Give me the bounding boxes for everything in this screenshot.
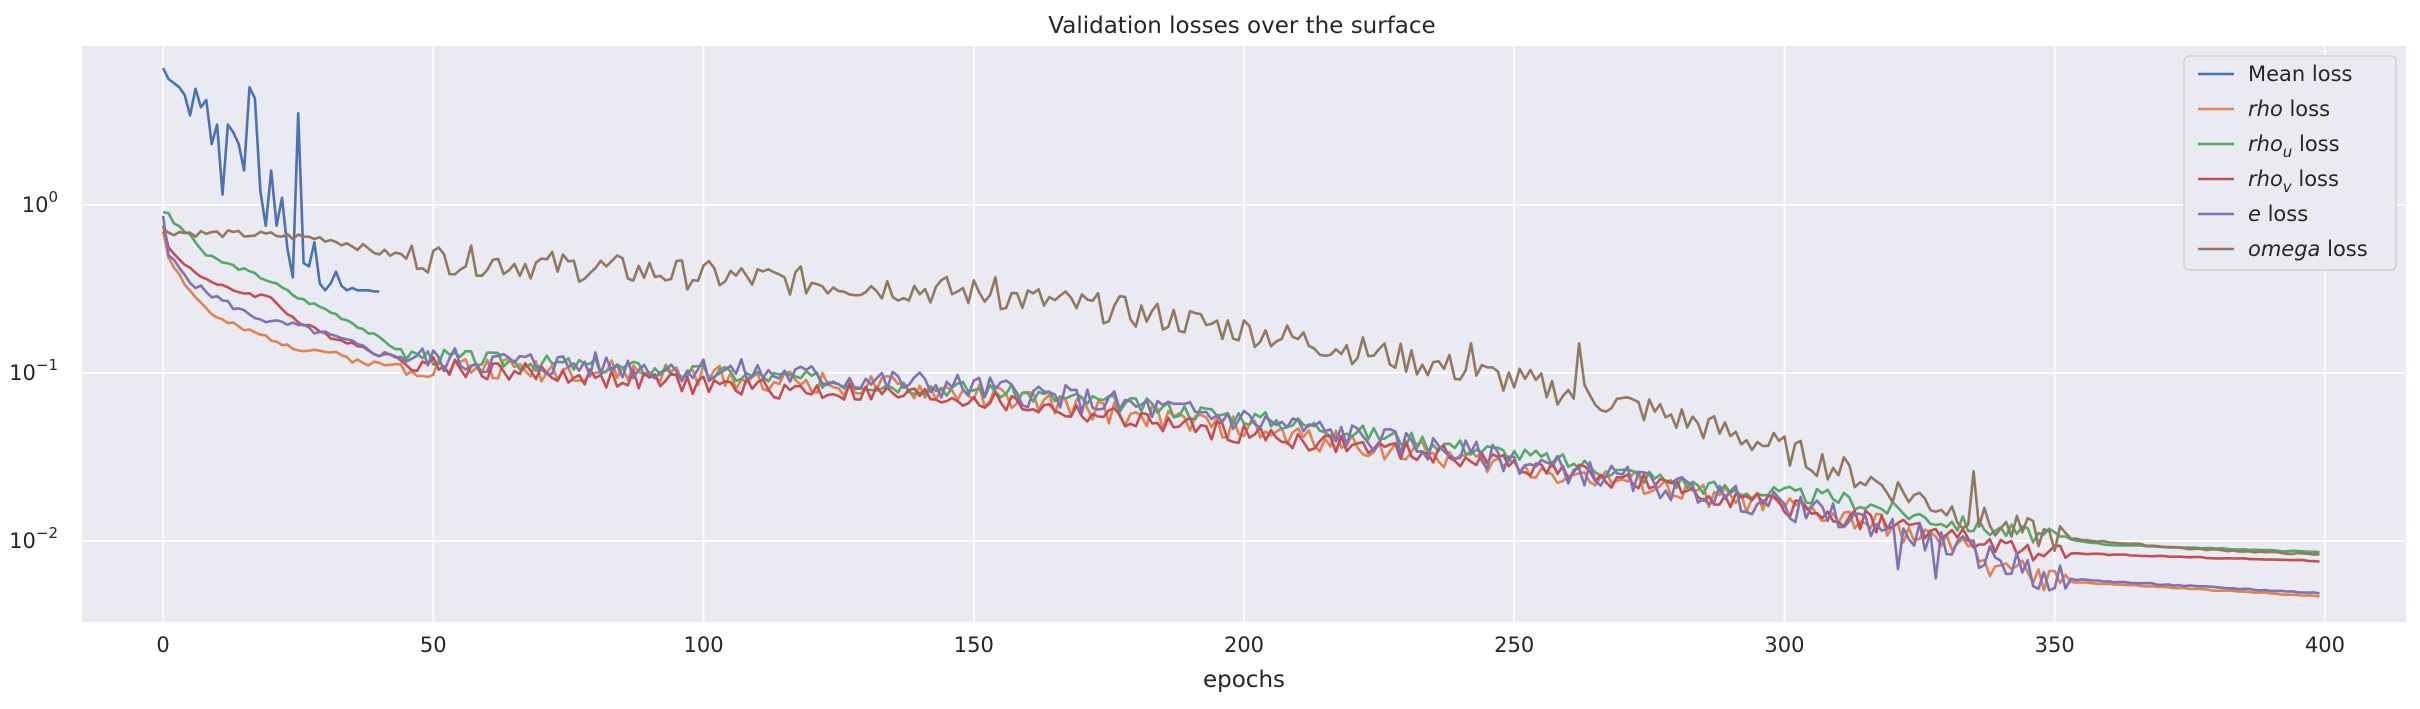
x-tick-label: 250 <box>1494 633 1534 657</box>
x-tick-labels: 0 50 100 150 200 250 300 350 400 <box>156 633 2345 657</box>
series-line <box>161 224 2320 563</box>
legend-label: rhou loss <box>2248 132 2340 161</box>
y-tick-label: 100 <box>22 188 58 217</box>
legend: Mean loss rho loss rhou loss rhov loss e los… <box>2183 55 2397 271</box>
series-lines <box>161 67 2320 598</box>
chart-title: Validation losses over the surface <box>1048 13 1435 39</box>
y-tick-label: 10−2 <box>9 524 58 553</box>
legend-box <box>2183 55 2397 271</box>
y-tick-labels: 100 10−1 10−2 <box>9 188 58 553</box>
series-line <box>162 228 2320 556</box>
legend-label: rho loss <box>2248 97 2330 121</box>
series-line <box>161 67 380 293</box>
x-tick-label: 200 <box>1224 633 1264 657</box>
series-line <box>161 215 2320 595</box>
legend-label: Mean loss <box>2248 62 2352 86</box>
y-tick-label: 10−1 <box>9 356 58 385</box>
x-axis-label: epochs <box>1203 667 1285 693</box>
legend-label: e loss <box>2248 202 2308 226</box>
x-tick-label: 300 <box>1764 633 1804 657</box>
x-tick-label: 350 <box>2035 633 2075 657</box>
legend-label: omega loss <box>2248 237 2368 261</box>
x-tick-label: 400 <box>2305 633 2345 657</box>
x-tick-label: 150 <box>954 633 994 657</box>
legend-label: rhov loss <box>2248 167 2339 196</box>
x-tick-label: 0 <box>156 633 169 657</box>
x-tick-label: 100 <box>683 633 723 657</box>
x-tick-label: 50 <box>420 633 447 657</box>
